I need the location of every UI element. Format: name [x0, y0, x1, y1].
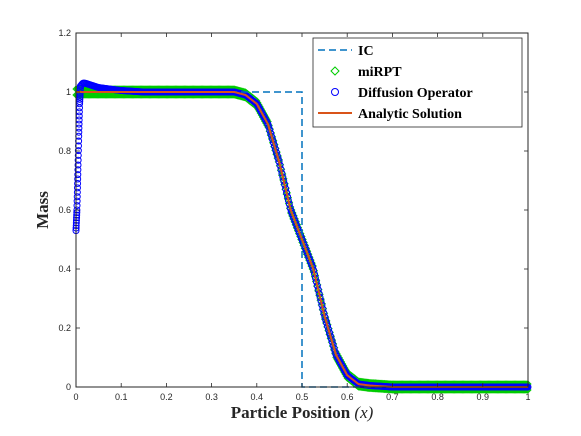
diffusion-operator-point [76, 100, 84, 108]
diffusion-operator-point [73, 202, 81, 210]
legend-entry: IC [318, 44, 374, 59]
diffusion-operator-point [74, 147, 82, 155]
diffusion-operator-point [73, 211, 81, 219]
diffusion-operator-point [74, 166, 82, 174]
legend-swatch-diffusion [331, 88, 339, 96]
x-tick-label: 0.3 [205, 392, 218, 402]
x-axis-label-math: (x) [354, 403, 373, 422]
y-tick-label: 0.4 [58, 264, 71, 274]
ticks-layer: 0 0.1 0.2 0.3 0.4 0.5 0.6 0.7 0.8 0.9 1 0 0.2 0.4 0.6 0… [58, 28, 530, 402]
legend-entry: Analytic Solution [318, 107, 462, 122]
diffusion-operator-point [73, 188, 81, 196]
legend-swatch-mirpt [330, 66, 340, 76]
legend-label: Analytic Solution [358, 107, 462, 122]
x-tick-label: 0.1 [115, 392, 128, 402]
x-axis-label: Particle Position (x) [231, 403, 374, 422]
legend-entries: IC miRPT Diffusion Operator Analytic Soluti… [318, 44, 473, 122]
x-tick-label: 0.4 [251, 392, 264, 402]
diffusion-operator-point [73, 214, 81, 222]
x-axis-label-text: Particle Position [231, 403, 351, 422]
y-tick-label: 0.2 [58, 323, 71, 333]
y-tick-label: 0.6 [58, 205, 71, 215]
legend-label: miRPT [358, 65, 402, 80]
x-tick-label: 0 [73, 392, 78, 402]
legend-entry: Diffusion Operator [331, 86, 473, 101]
legend-label: IC [358, 44, 374, 59]
x-tick-label: 0.5 [296, 392, 309, 402]
y-tick-label: 1 [66, 87, 71, 97]
y-axis-label: Mass [33, 191, 52, 229]
diffusion-operator-point [76, 98, 84, 106]
diffusion-operator-point [73, 209, 81, 217]
diffusion-operator-point [76, 93, 84, 101]
diffusion-operator-point [74, 179, 82, 187]
legend-entry: miRPT [330, 65, 402, 80]
diffusion-operator-point [74, 175, 82, 183]
diffusion-operator-point [73, 184, 81, 192]
y-tick-label: 0 [66, 382, 71, 392]
x-tick-label: 0.2 [160, 392, 173, 402]
diffusion-operator-point [74, 151, 82, 159]
x-tick-label: 0.6 [341, 392, 354, 402]
x-tick-label: 0.7 [386, 392, 399, 402]
diffusion-operator-point [76, 95, 84, 103]
diffusion-operator-point [74, 142, 82, 150]
diffusion-operator-point [73, 197, 81, 205]
x-tick-label: 0.8 [431, 392, 444, 402]
x-tick-label: 0.9 [477, 392, 490, 402]
diffusion-operator-point [74, 171, 82, 179]
diffusion-operator-point [74, 161, 82, 169]
y-tick-label: 1.2 [58, 28, 71, 38]
legend: IC miRPT Diffusion Operator Analytic Soluti… [312, 37, 523, 128]
y-tick-label: 0.8 [58, 146, 71, 156]
legend-label: Diffusion Operator [358, 86, 473, 101]
diffusion-operator-point [73, 193, 81, 201]
x-tick-label: 1 [525, 392, 530, 402]
diffusion-operator-point [74, 156, 82, 164]
